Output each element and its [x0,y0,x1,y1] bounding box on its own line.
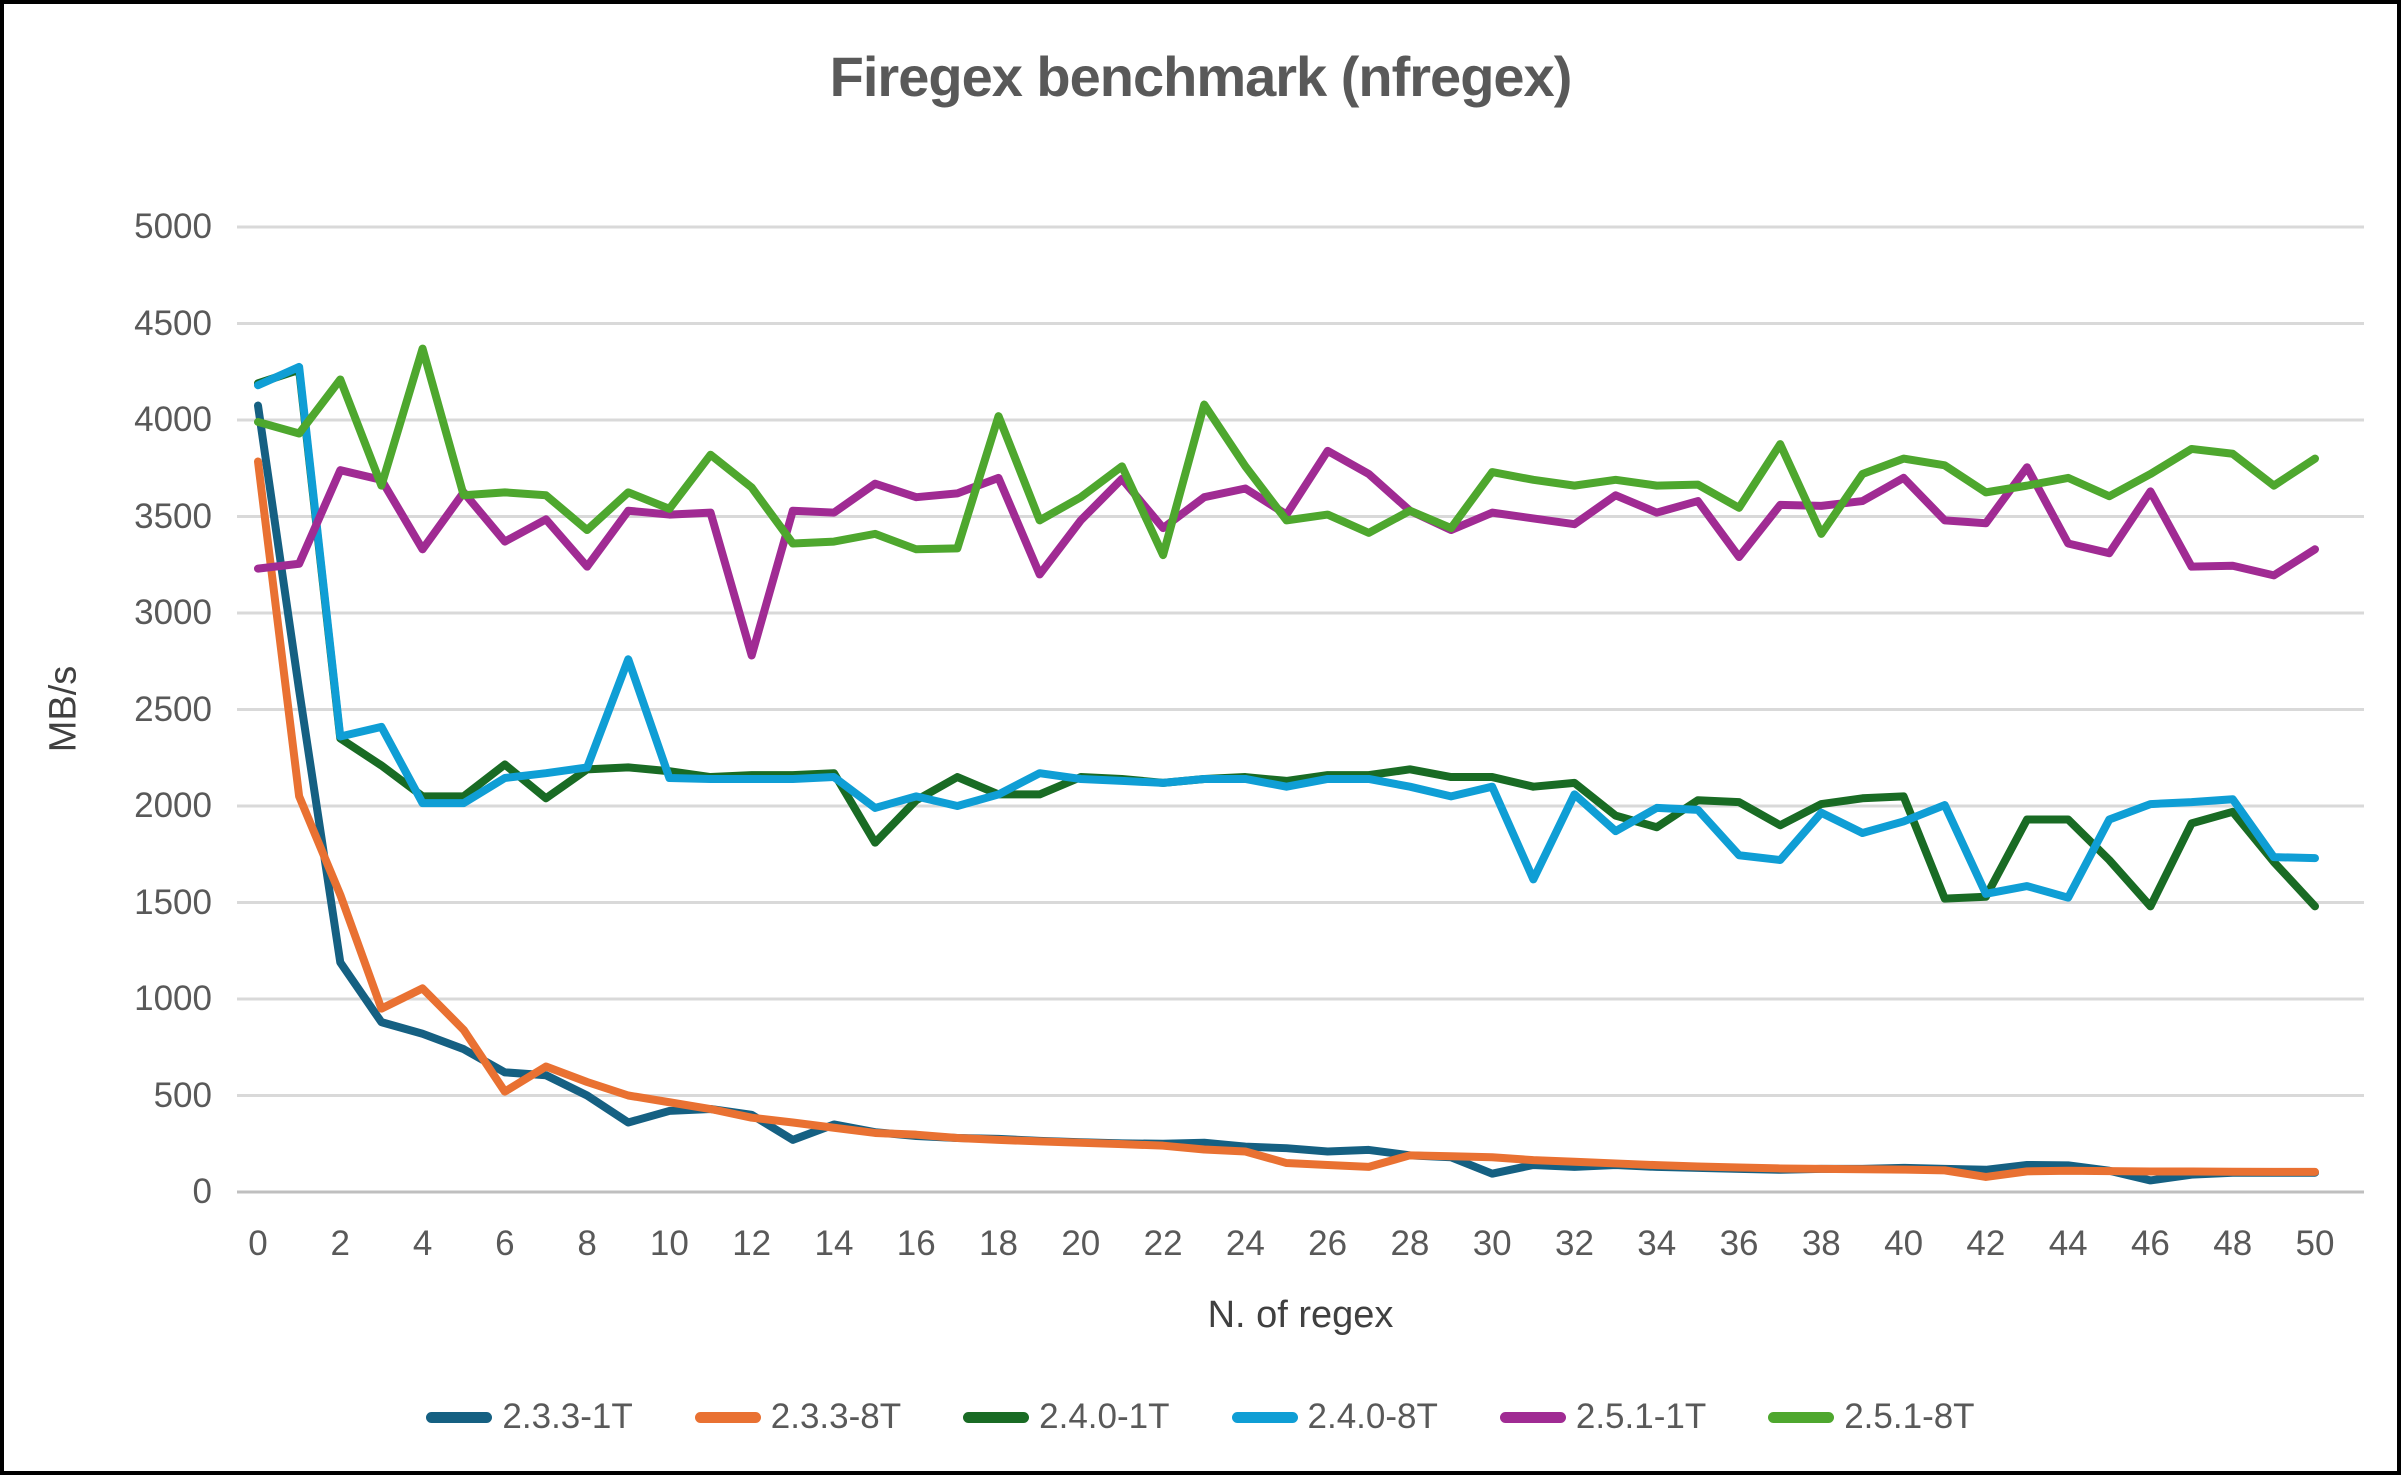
x-tick-label-44: 44 [2048,1224,2088,1263]
legend-label-2.4.0-8T: 2.4.0-8T [1307,1397,1438,1436]
x-tick-label-46: 46 [2130,1224,2170,1263]
x-tick-label-0: 0 [248,1224,268,1263]
x-tick-label-8: 8 [577,1224,597,1263]
y-tick-label-5000: 5000 [134,207,212,246]
chart-title: Firegex benchmark (nfregex) [829,45,1573,108]
plot-area [237,225,2364,1194]
legend-label-2.5.1-8T: 2.5.1-8T [1844,1397,1975,1436]
legend-label-2.3.3-1T: 2.3.3-1T [502,1397,633,1436]
series-line-2.3.3-8T [254,457,2319,1181]
legend-swatch-2.5.1-1T [1499,1411,1566,1423]
legend-item-2.5.1-1T: 2.5.1-1T [1499,1397,1707,1437]
x-tick-label-2: 2 [330,1224,350,1263]
x-tick-label-6: 6 [495,1224,515,1263]
x-axis-title: N. of regex [1207,1294,1394,1336]
x-tick-label-24: 24 [1225,1224,1265,1263]
legend-item-2.4.0-1T: 2.4.0-1T [963,1397,1170,1437]
x-tick-label-48: 48 [2213,1224,2253,1263]
x-tick-label-28: 28 [1390,1224,1430,1263]
x-tick-label-30: 30 [1472,1224,1512,1263]
x-tick-label-18: 18 [979,1224,1018,1263]
y-tick-label-0: 0 [192,1172,212,1211]
y-tick-label-2000: 2000 [134,786,212,825]
x-tick-label-22: 22 [1143,1224,1183,1263]
legend-swatch-2.3.3-8T [694,1411,761,1423]
legend-swatch-2.3.3-1T [426,1411,493,1423]
y-tick-label-3500: 3500 [134,496,212,536]
y-tick-label-4000: 4000 [134,400,212,439]
gridlines [237,225,2364,1194]
legend-item-2.3.3-8T: 2.3.3-8T [694,1397,902,1437]
x-tick-label-20: 20 [1061,1224,1101,1263]
x-tick-label-4: 4 [412,1224,433,1263]
y-tick-label-500: 500 [153,1075,212,1115]
y-tick-label-4500: 4500 [134,303,212,343]
legend: 2.3.3-1T 2.3.3-8T 2.4.0-1T 2.4.0-8T 2.5.1-1T… [4,1397,2397,1437]
y-tick-label-2500: 2500 [134,689,212,729]
legend-label-2.3.3-8T: 2.3.3-8T [770,1397,902,1436]
legend-item-2.3.3-1T: 2.3.3-1T [426,1397,633,1437]
x-tick-label-26: 26 [1308,1224,1348,1263]
legend-swatch-2.4.0-1T [963,1411,1030,1423]
x-tick-label-10: 10 [649,1224,689,1263]
y-tick-label-1000: 1000 [134,979,212,1018]
series-lines [254,344,2319,1185]
legend-label-2.5.1-1T: 2.5.1-1T [1575,1397,1707,1436]
series-line-2.3.3-1T [254,401,2319,1185]
x-tick-label-14: 14 [814,1224,854,1263]
x-tick-label-40: 40 [1884,1224,1924,1263]
legend-label-2.4.0-1T: 2.4.0-1T [1039,1397,1170,1436]
x-tick-label-34: 34 [1637,1224,1677,1263]
legend-item-2.4.0-8T: 2.4.0-8T [1231,1397,1438,1437]
y-tick-label-1500: 1500 [134,882,212,922]
legend-item-2.5.1-8T: 2.5.1-8T [1768,1397,1975,1437]
x-tick-label-32: 32 [1555,1224,1594,1263]
x-tick-label-36: 36 [1719,1224,1759,1263]
series-line-2.4.0-8T [254,362,2319,902]
series-line-2.4.0-1T [254,365,2319,911]
series-line-2.5.1-8T [254,344,2319,560]
x-tick-label-42: 42 [1966,1224,2006,1263]
x-tick-label-12: 12 [732,1224,772,1263]
x-tick-label-38: 38 [1801,1224,1841,1263]
legend-swatch-2.4.0-8T [1231,1411,1298,1423]
y-tick-label-3000: 3000 [134,593,212,632]
legend-swatch-2.5.1-8T [1768,1411,1835,1423]
x-tick-label-50: 50 [2295,1224,2335,1263]
x-tick-label-16: 16 [896,1224,936,1263]
series-line-2.5.1-1T [254,446,2319,660]
